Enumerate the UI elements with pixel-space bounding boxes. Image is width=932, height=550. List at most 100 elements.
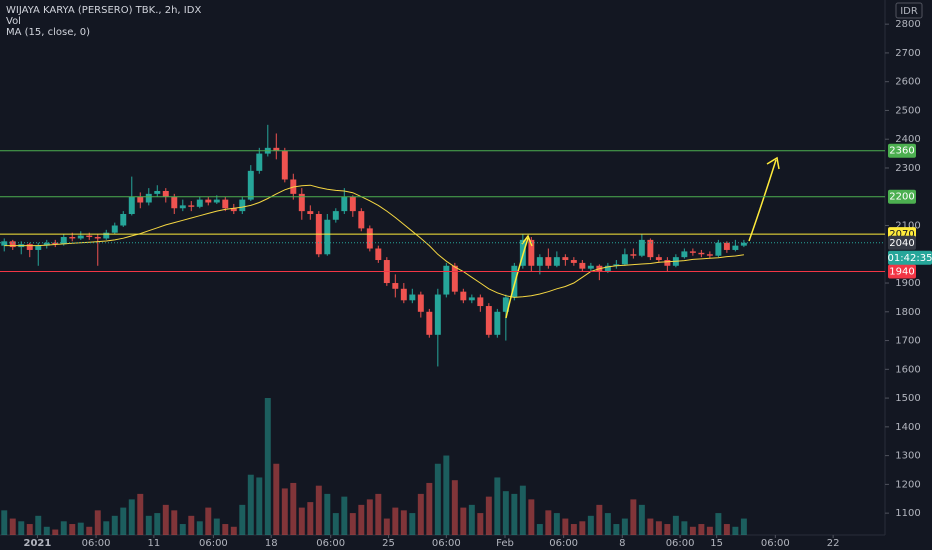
- volume-bar: [137, 493, 144, 535]
- candle-body: [111, 225, 118, 233]
- volume-bar: [706, 526, 713, 535]
- y-tick-label: 2400: [895, 134, 920, 145]
- candle-body: [409, 294, 416, 301]
- indicator-label: MA (15, close, 0): [6, 27, 90, 38]
- volume-bar: [672, 515, 679, 535]
- x-tick-label: 15: [710, 538, 723, 549]
- currency-box[interactable]: [895, 2, 923, 19]
- volume-bar: [171, 510, 178, 535]
- candle-body: [52, 242, 59, 245]
- candle-body: [392, 283, 399, 289]
- y-tick-label: 2700: [895, 48, 920, 59]
- candle-body: [417, 294, 424, 312]
- candle-body: [103, 232, 110, 239]
- y-tick-label: 2300: [895, 163, 920, 174]
- volume-bar: [494, 477, 501, 535]
- y-tick-label: 1900: [895, 278, 920, 289]
- volume-bar: [562, 518, 569, 535]
- level-label-box: [888, 189, 916, 204]
- countdown-label: 01:42:35: [888, 253, 932, 264]
- x-tick-label: 06:00: [549, 538, 578, 549]
- y-tick-label: 2600: [895, 77, 920, 88]
- volume-bar: [256, 477, 263, 535]
- candle-body: [145, 193, 152, 203]
- y-tick-label: 1600: [895, 364, 920, 375]
- candle-body: [230, 208, 237, 212]
- level-label-box: [888, 143, 916, 158]
- level-label: 2360: [889, 146, 914, 157]
- candle-body: [69, 237, 76, 239]
- level-label-box: [888, 264, 916, 279]
- volume-bar: [536, 524, 543, 535]
- candle-body: [273, 147, 280, 151]
- y-tick-label: 1700: [895, 336, 920, 347]
- volume-bar: [239, 504, 246, 535]
- candle-body: [451, 265, 458, 292]
- x-tick-label: 18: [265, 538, 278, 549]
- volume-bar: [332, 513, 339, 535]
- x-tick-label: 8: [619, 538, 625, 549]
- last-price-box: [888, 235, 916, 250]
- volume-bar: [426, 482, 433, 535]
- volume-bar: [154, 513, 161, 535]
- x-tick-label: 2021: [23, 538, 51, 549]
- volume-bar: [732, 526, 739, 535]
- candle-body: [86, 235, 93, 238]
- candle-body: [188, 205, 195, 207]
- candle-body: [179, 205, 186, 209]
- volume-bar: [545, 510, 552, 535]
- candle-body: [579, 262, 586, 269]
- x-tick-label: 11: [148, 538, 161, 549]
- candle-body: [562, 257, 569, 261]
- candle-body: [621, 254, 628, 265]
- volume-bar: [179, 524, 186, 535]
- moving-average: [4, 184, 744, 298]
- volume-bar: [94, 510, 101, 535]
- volume-bar: [604, 513, 611, 535]
- candle-body: [60, 237, 67, 245]
- last-price-label: 2040: [889, 238, 914, 249]
- y-tick-label: 1500: [895, 393, 920, 404]
- y-tick-label: 2500: [895, 105, 920, 116]
- volume-bar: [298, 507, 305, 535]
- candle-body: [732, 245, 739, 250]
- candle-body: [570, 260, 577, 263]
- x-tick-label: 06:00: [666, 538, 695, 549]
- candle-body: [443, 265, 450, 295]
- volume-bar: [103, 521, 110, 535]
- currency[interactable]: IDR: [900, 6, 918, 17]
- candle-body: [655, 257, 662, 261]
- volume-bar: [341, 496, 348, 535]
- candle-body: [26, 244, 33, 250]
- level-label: 1940: [889, 267, 914, 278]
- candle-body: [630, 254, 637, 256]
- arrow: [505, 237, 529, 319]
- level-label: 2070: [889, 229, 914, 240]
- volume-bar: [647, 518, 654, 535]
- candle-body: [349, 196, 356, 212]
- arrow-head: [521, 234, 533, 247]
- candle-body: [723, 242, 730, 250]
- volume-bar: [417, 493, 424, 535]
- volume-bar: [511, 493, 518, 535]
- volume-bar: [502, 491, 509, 535]
- volume-bar: [698, 524, 705, 535]
- volume-bar: [35, 515, 42, 535]
- candle-body: [9, 241, 16, 248]
- candle-body: [604, 265, 611, 272]
- volume-bar: [358, 504, 365, 535]
- volume-bar: [324, 493, 331, 535]
- candle-body: [154, 190, 161, 194]
- volume-bar: [443, 455, 450, 535]
- candle-body: [528, 239, 535, 266]
- candle-body: [341, 196, 348, 212]
- candle-body: [434, 294, 441, 335]
- volume-bar: [26, 524, 33, 535]
- volume-bar: [60, 521, 67, 535]
- x-tick-label: 06:00: [432, 538, 461, 549]
- candle-body: [137, 196, 144, 203]
- volume-bar: [349, 513, 356, 535]
- candle-body: [638, 239, 645, 256]
- arrow-head: [766, 156, 780, 170]
